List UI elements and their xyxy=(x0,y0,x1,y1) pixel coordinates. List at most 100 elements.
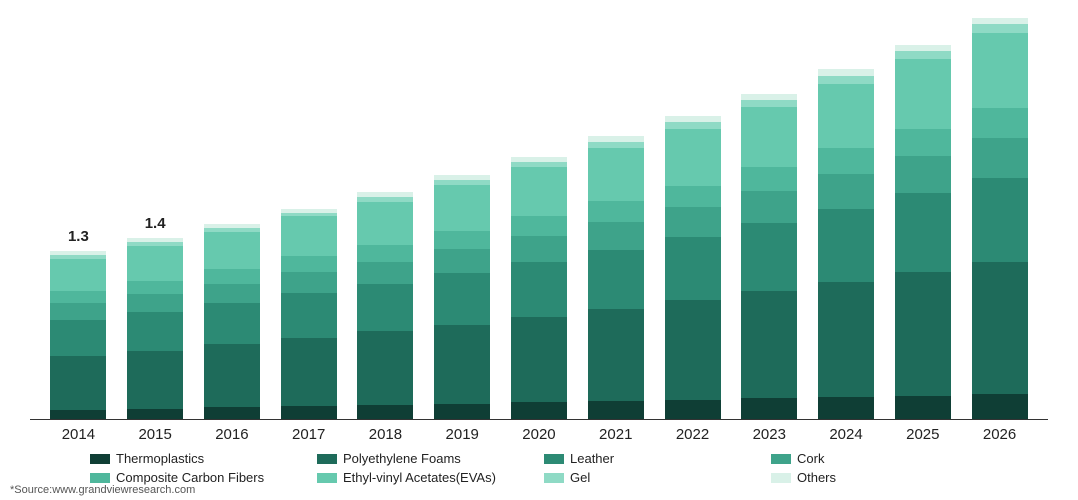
bar-group xyxy=(884,45,961,419)
plot-area: 1.31.4 xyxy=(30,20,1048,420)
stacked-bar xyxy=(127,238,183,419)
stacked-bar xyxy=(204,224,260,419)
bar-segment xyxy=(741,398,797,419)
stacked-bar xyxy=(281,209,337,419)
bar-segment xyxy=(818,76,874,84)
legend-swatch xyxy=(771,454,791,464)
legend-item: Leather xyxy=(544,451,761,466)
x-axis-label: 2025 xyxy=(884,426,961,443)
x-axis-label: 2023 xyxy=(731,426,808,443)
bar-segment xyxy=(972,394,1028,419)
bar-segment xyxy=(281,272,337,293)
stacked-bar xyxy=(434,175,490,419)
bar-segment xyxy=(50,303,106,320)
x-axis-label: 2024 xyxy=(808,426,885,443)
bar-segment xyxy=(204,232,260,269)
bar-segment xyxy=(818,84,874,149)
bar-segment xyxy=(204,284,260,303)
bar-segment xyxy=(972,138,1028,178)
bar-segment xyxy=(588,250,644,309)
bar-segment xyxy=(357,202,413,245)
x-axis-label: 2019 xyxy=(424,426,501,443)
bar-segment xyxy=(204,303,260,344)
stacked-bar xyxy=(357,192,413,419)
bar-segment xyxy=(281,256,337,271)
bar-segment xyxy=(665,237,721,300)
legend-swatch xyxy=(90,473,110,483)
bar-segment xyxy=(50,291,106,303)
bar-group: 1.3 xyxy=(40,251,117,419)
bar-segment xyxy=(281,338,337,406)
bar-segment xyxy=(895,59,951,129)
bar-segment xyxy=(588,222,644,250)
bar-segment xyxy=(741,291,797,398)
bar-segment xyxy=(127,246,183,281)
stacked-bar xyxy=(818,69,874,419)
bar-segment xyxy=(127,409,183,419)
bar-segment xyxy=(50,320,106,356)
bar-group xyxy=(961,18,1038,419)
bar-segment xyxy=(127,294,183,312)
bar-segment xyxy=(895,396,951,419)
bar-segment xyxy=(434,185,490,230)
x-axis-label: 2015 xyxy=(117,426,194,443)
bar-segment xyxy=(588,148,644,201)
x-axis-label: 2018 xyxy=(347,426,424,443)
bar-segment xyxy=(127,281,183,294)
x-axis-label: 2022 xyxy=(654,426,731,443)
legend-label: Ethyl-vinyl Acetates(EVAs) xyxy=(343,470,496,485)
legend-label: Others xyxy=(797,470,836,485)
bar-segment xyxy=(204,344,260,407)
legend-item: Polyethylene Foams xyxy=(317,451,534,466)
bar-segment xyxy=(357,245,413,262)
bar-segment xyxy=(665,400,721,419)
stacked-bar xyxy=(511,157,567,419)
legend-label: Gel xyxy=(570,470,590,485)
bar-segment xyxy=(588,309,644,401)
bar-segment xyxy=(818,148,874,174)
legend-swatch xyxy=(544,473,564,483)
legend-swatch xyxy=(771,473,791,483)
stacked-bar xyxy=(50,251,106,419)
legend-swatch xyxy=(317,473,337,483)
bar-segment xyxy=(511,167,567,216)
bar-segment xyxy=(511,402,567,419)
bar-segment xyxy=(434,273,490,325)
bar-segment xyxy=(281,293,337,338)
bar-value-label: 1.3 xyxy=(68,228,89,245)
bar-segment xyxy=(972,108,1028,138)
bar-segment xyxy=(204,407,260,419)
bar-segment xyxy=(895,272,951,396)
bar-segment xyxy=(434,404,490,419)
legend-item: Thermoplastics xyxy=(90,451,307,466)
stacked-bar xyxy=(895,45,951,419)
bar-segment xyxy=(741,107,797,168)
legend-item: Ethyl-vinyl Acetates(EVAs) xyxy=(317,470,534,485)
bar-segment xyxy=(665,300,721,399)
bar-group xyxy=(577,136,654,419)
bar-group xyxy=(808,69,885,419)
bar-segment xyxy=(50,410,106,419)
bar-segment xyxy=(204,269,260,283)
bar-group xyxy=(270,209,347,419)
x-axis-label: 2017 xyxy=(270,426,347,443)
bar-segment xyxy=(50,356,106,410)
bar-segment xyxy=(741,223,797,291)
bar-segment xyxy=(741,191,797,223)
bar-segment xyxy=(357,405,413,419)
bar-segment xyxy=(665,129,721,186)
bar-group xyxy=(194,224,271,419)
bar-segment xyxy=(511,317,567,402)
bar-segment xyxy=(972,178,1028,262)
bar-segment xyxy=(895,156,951,193)
bar-segment xyxy=(357,262,413,284)
legend-item: Composite Carbon Fibers xyxy=(90,470,307,485)
bar-segment xyxy=(50,259,106,291)
bar-group xyxy=(424,175,501,419)
bar-segment xyxy=(895,129,951,156)
bar-group xyxy=(731,94,808,419)
chart-container: 1.31.4 201420152016201720182019202020212… xyxy=(0,0,1078,500)
bar-segment xyxy=(818,282,874,397)
bar-segment xyxy=(588,401,644,419)
bar-segment xyxy=(511,262,567,317)
